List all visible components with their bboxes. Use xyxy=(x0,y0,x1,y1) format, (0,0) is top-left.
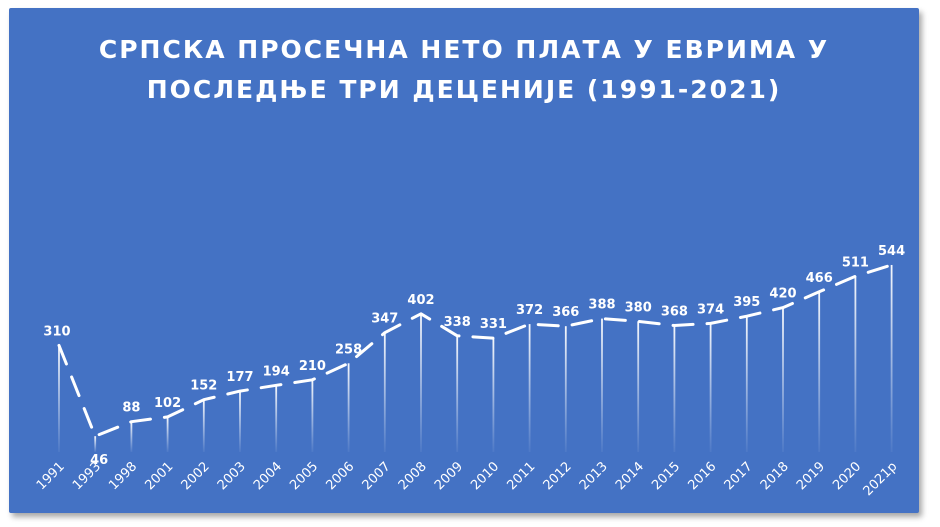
x-tick-label: 2008 xyxy=(396,459,430,493)
data-label: 366 xyxy=(552,305,579,320)
data-label: 258 xyxy=(335,342,362,357)
data-label: 210 xyxy=(299,359,326,374)
data-label: 395 xyxy=(733,295,760,310)
data-label: 544 xyxy=(878,244,905,259)
data-label: 88 xyxy=(122,401,140,416)
chart-title: СРПСКА ПРОСЕЧНА НЕТО ПЛАТА У ЕВРИМА У ПО… xyxy=(0,30,928,110)
drop-line xyxy=(601,318,603,452)
x-tick-label: 2017 xyxy=(722,459,756,493)
drop-line xyxy=(347,363,350,452)
x-tick-label: 2012 xyxy=(541,459,575,493)
x-tick-label: 2019 xyxy=(794,459,828,493)
data-label: 511 xyxy=(842,255,869,270)
drop-line xyxy=(492,338,495,452)
chart-title-line-1: СРПСКА ПРОСЕЧНА НЕТО ПЛАТА У ЕВРИМА У xyxy=(98,35,830,64)
drop-line xyxy=(202,399,205,452)
x-tick-label: 2010 xyxy=(468,459,502,493)
x-tick-label: 2018 xyxy=(758,459,792,493)
x-tick-label: 2011 xyxy=(504,459,538,493)
drop-line xyxy=(58,345,60,452)
x-tick-label: 2013 xyxy=(577,459,611,493)
drop-line xyxy=(166,416,169,452)
drop-line xyxy=(275,385,278,452)
data-label: 338 xyxy=(444,315,471,330)
data-label: 402 xyxy=(407,293,434,308)
data-label: 466 xyxy=(806,271,833,286)
x-tick-label: 2016 xyxy=(685,459,719,493)
x-tick-label: 2006 xyxy=(323,459,357,493)
data-label: 420 xyxy=(769,287,796,302)
data-label: 194 xyxy=(263,364,290,379)
chart-background xyxy=(9,8,919,513)
drop-line xyxy=(673,325,676,452)
drop-line xyxy=(709,323,712,452)
x-tick-label: 2004 xyxy=(251,459,285,493)
data-label: 102 xyxy=(154,396,181,411)
x-tick-label: 2003 xyxy=(215,459,249,493)
drop-line xyxy=(745,316,748,452)
data-label: 368 xyxy=(661,304,688,319)
drop-line xyxy=(130,421,133,452)
drop-line xyxy=(890,264,893,452)
data-label: 388 xyxy=(588,298,615,313)
x-tick-label: 2001 xyxy=(142,459,176,493)
drop-line xyxy=(782,307,784,452)
x-tick-label: 2014 xyxy=(613,459,647,493)
drop-line xyxy=(420,313,422,452)
drop-line xyxy=(311,379,314,452)
drop-line xyxy=(637,321,640,452)
x-tick-label: 2007 xyxy=(360,459,394,493)
series-line xyxy=(57,263,894,438)
x-tick-label: 2020 xyxy=(830,459,864,493)
data-label: 380 xyxy=(625,300,652,315)
data-label: 177 xyxy=(226,370,253,385)
drop-line xyxy=(456,335,459,452)
data-label: 347 xyxy=(371,312,398,327)
data-label: 310 xyxy=(43,324,70,339)
drop-line xyxy=(528,324,531,452)
x-tick-label: 2009 xyxy=(432,459,466,493)
data-label: 152 xyxy=(190,379,217,394)
x-tick-label: 2005 xyxy=(287,459,321,493)
drop-line xyxy=(383,332,386,452)
data-label: 372 xyxy=(516,303,543,318)
data-label: 331 xyxy=(480,317,507,332)
drop-line xyxy=(818,291,821,452)
x-tick-label: 2002 xyxy=(179,459,213,493)
x-tick-label: 1991 xyxy=(34,459,68,493)
x-tick-label: 2021р xyxy=(861,459,901,499)
drop-line xyxy=(239,391,241,452)
drop-line xyxy=(94,436,97,452)
data-label: 46 xyxy=(90,453,108,468)
drop-line xyxy=(564,326,567,452)
chart-title-line-2: ПОСЛЕДЊЕ ТРИ ДЕЦЕНИЈЕ (1991-2021) xyxy=(146,75,782,104)
data-label: 374 xyxy=(697,302,724,317)
x-tick-label: 1998 xyxy=(106,459,140,493)
x-tick-label: 2015 xyxy=(649,459,683,493)
drop-line xyxy=(854,276,857,452)
